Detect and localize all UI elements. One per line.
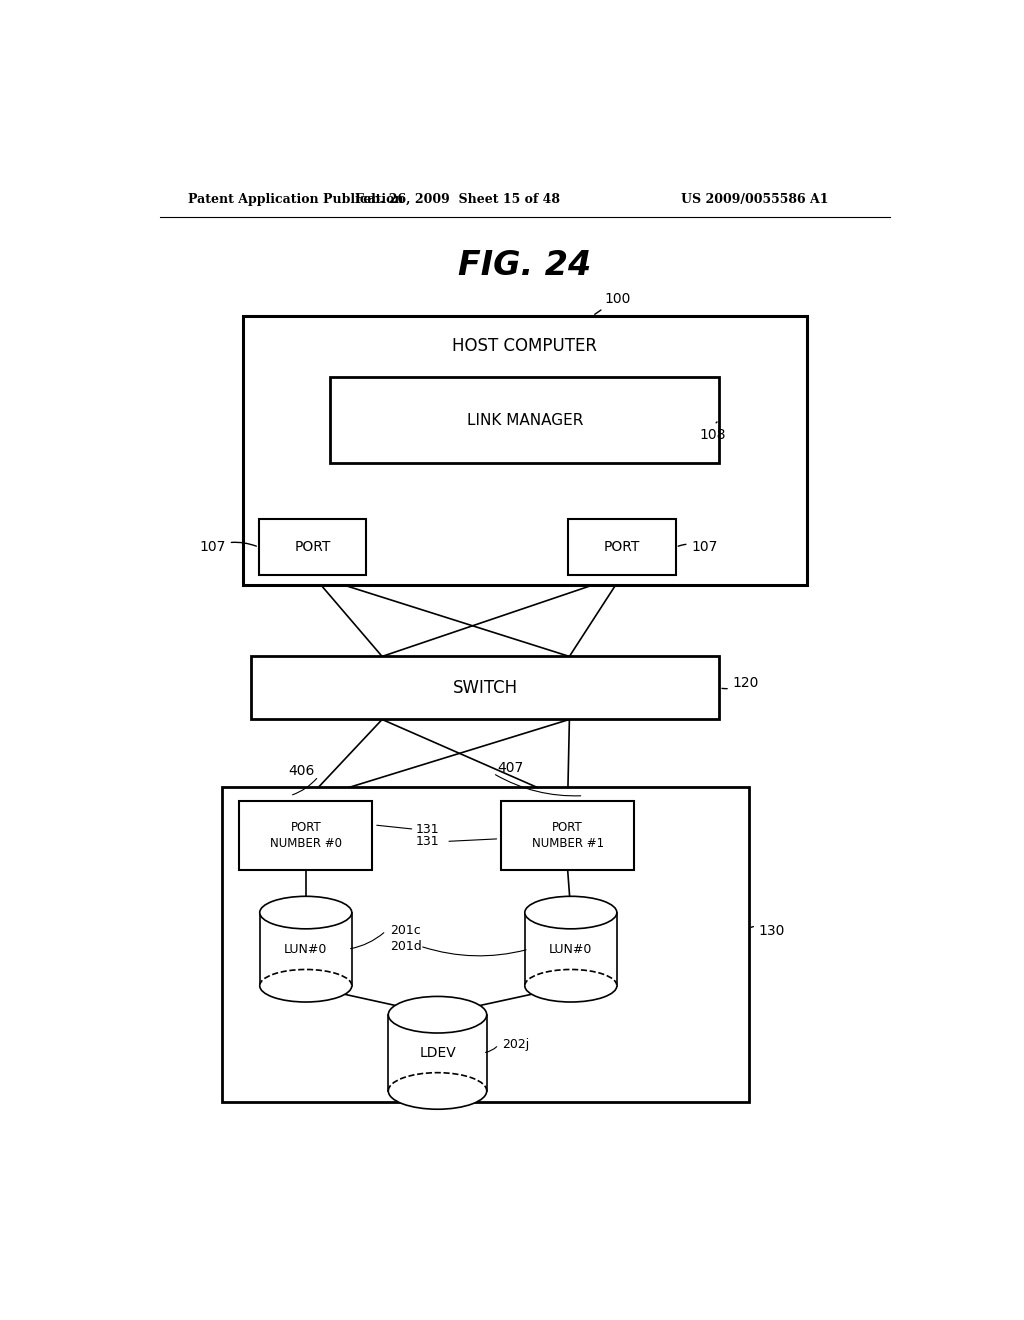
Text: 406: 406: [288, 764, 314, 779]
Ellipse shape: [388, 997, 486, 1034]
Bar: [259, 519, 367, 576]
Bar: [221, 787, 749, 1102]
Text: LINK MANAGER: LINK MANAGER: [467, 413, 583, 428]
Text: 107: 107: [678, 540, 718, 553]
Text: 201c: 201c: [390, 924, 421, 937]
Text: 202j: 202j: [503, 1039, 529, 1051]
Bar: [568, 519, 676, 576]
Text: 201d: 201d: [390, 940, 422, 953]
Bar: [240, 801, 373, 870]
Polygon shape: [260, 912, 352, 986]
Text: LDEV: LDEV: [419, 1045, 456, 1060]
Text: Feb. 26, 2009  Sheet 15 of 48: Feb. 26, 2009 Sheet 15 of 48: [355, 193, 560, 206]
Text: PORT: PORT: [604, 540, 640, 554]
Text: LUN#0: LUN#0: [549, 942, 593, 956]
Text: SWITCH: SWITCH: [453, 678, 518, 697]
Polygon shape: [388, 1015, 486, 1090]
Ellipse shape: [524, 896, 616, 929]
Text: US 2009/0055586 A1: US 2009/0055586 A1: [681, 193, 828, 206]
Text: 120: 120: [722, 676, 759, 690]
Text: Patent Application Publication: Patent Application Publication: [187, 193, 403, 206]
Text: PORT: PORT: [294, 540, 331, 554]
Polygon shape: [524, 912, 616, 986]
Text: FIG. 24: FIG. 24: [458, 248, 592, 281]
Bar: [243, 315, 807, 585]
Text: 407: 407: [497, 762, 523, 775]
Text: 131: 131: [416, 836, 439, 847]
Text: HOST COMPUTER: HOST COMPUTER: [453, 338, 597, 355]
Text: 130: 130: [752, 924, 785, 939]
Text: LUN#0: LUN#0: [284, 942, 328, 956]
Text: 100: 100: [595, 292, 631, 314]
Text: PORT
NUMBER #1: PORT NUMBER #1: [531, 821, 604, 850]
Text: 107: 107: [200, 540, 256, 553]
Text: PORT
NUMBER #0: PORT NUMBER #0: [269, 821, 342, 850]
Bar: [251, 656, 719, 719]
Ellipse shape: [260, 969, 352, 1002]
Ellipse shape: [260, 896, 352, 929]
Bar: [501, 801, 634, 870]
Text: 108: 108: [699, 422, 726, 442]
Bar: [331, 378, 719, 463]
Ellipse shape: [524, 969, 616, 1002]
Text: 131: 131: [416, 822, 439, 836]
Ellipse shape: [388, 1073, 486, 1109]
